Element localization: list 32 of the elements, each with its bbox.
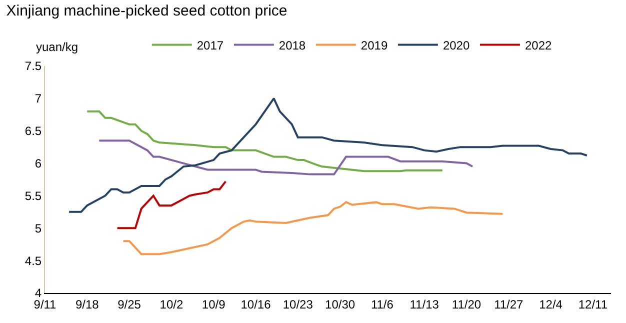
y-axis-title: yuan/kg	[36, 40, 78, 54]
y-tick-label: 4.5	[24, 254, 42, 268]
y-tick-label: 5	[34, 221, 42, 236]
x-tick-label: 11/13	[410, 297, 440, 312]
x-tick-label: 10/23	[282, 297, 314, 312]
x-tick-label: 10/9	[202, 297, 226, 312]
legend-label: 2020	[442, 38, 470, 52]
x-tick-label: 10/30	[325, 297, 356, 312]
x-tick-label: 9/25	[118, 297, 142, 312]
x-tick-label: 10/16	[240, 297, 272, 312]
x-tick-label: 10/2	[160, 297, 184, 312]
y-tick-label: 7.5	[24, 59, 42, 74]
legend-label: 2019	[360, 38, 388, 52]
line-series	[86, 110, 444, 172]
chart-title: Xinjiang machine-picked seed cotton price	[6, 2, 288, 20]
legend-label: 2017	[196, 38, 224, 52]
line-series	[122, 201, 504, 256]
y-tick-label: 7	[34, 92, 42, 106]
y-tick-label: 5.5	[24, 188, 42, 203]
x-tick-label: 12/4	[539, 297, 563, 312]
x-tick-label: 9/18	[75, 297, 100, 312]
y-tick-label: 6	[34, 156, 42, 170]
line-series	[116, 180, 227, 230]
legend-label: 2022	[524, 38, 552, 52]
x-tick-label: 12/11	[578, 297, 608, 312]
line-series	[68, 97, 588, 213]
y-tick-label: 6.5	[24, 124, 42, 138]
x-tick-label: 11/6	[370, 297, 394, 312]
x-tick-label: 11/27	[494, 297, 524, 312]
legend-label: 2018	[278, 38, 306, 52]
line-series	[98, 140, 474, 176]
x-tick-label: 11/20	[452, 297, 482, 312]
